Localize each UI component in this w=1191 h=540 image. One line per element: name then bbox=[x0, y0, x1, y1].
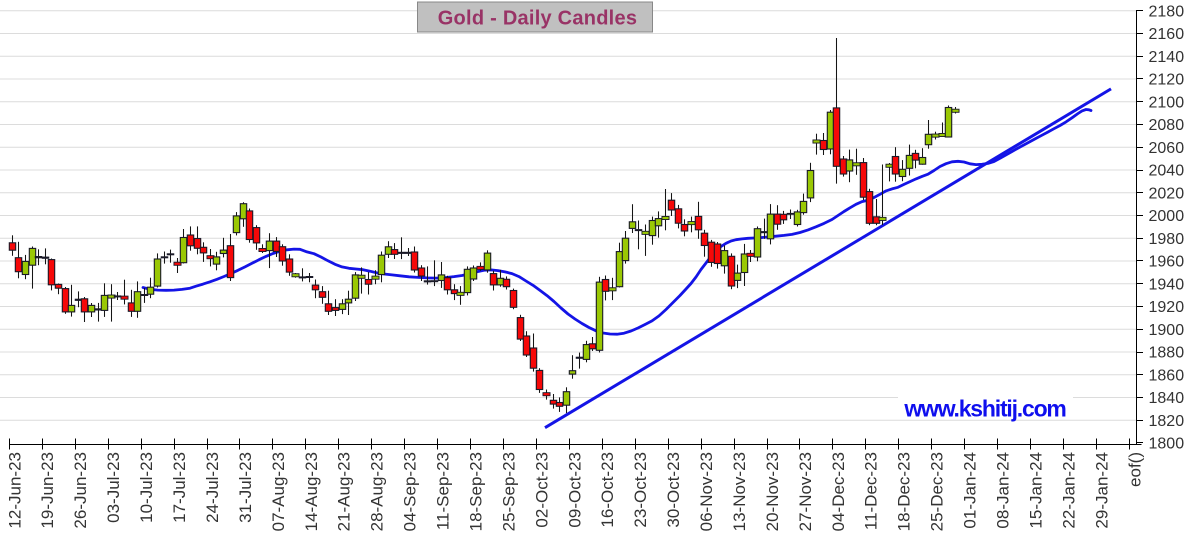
svg-text:01-Jan-24: 01-Jan-24 bbox=[961, 452, 980, 529]
svg-text:25-Sep-23: 25-Sep-23 bbox=[499, 452, 518, 531]
svg-text:09-Oct-23: 09-Oct-23 bbox=[565, 452, 584, 528]
svg-text:18-Sep-23: 18-Sep-23 bbox=[467, 452, 486, 531]
svg-text:11-Dec-23: 11-Dec-23 bbox=[862, 452, 881, 530]
svg-text:14-Aug-23: 14-Aug-23 bbox=[302, 452, 321, 531]
svg-text:1820: 1820 bbox=[1149, 413, 1185, 430]
svg-text:03-Jul-23: 03-Jul-23 bbox=[104, 452, 123, 523]
svg-text:eof(): eof() bbox=[1125, 452, 1144, 487]
svg-text:1960: 1960 bbox=[1149, 254, 1185, 271]
svg-text:04-Sep-23: 04-Sep-23 bbox=[401, 452, 420, 531]
svg-text:2100: 2100 bbox=[1149, 94, 1185, 111]
svg-text:12-Jun-23: 12-Jun-23 bbox=[5, 452, 24, 529]
svg-text:2060: 2060 bbox=[1149, 140, 1185, 157]
svg-text:17-Jul-23: 17-Jul-23 bbox=[170, 452, 189, 523]
svg-text:www.kshitij.com: www.kshitij.com bbox=[903, 396, 1066, 422]
svg-text:1840: 1840 bbox=[1149, 390, 1185, 407]
svg-text:Gold - Daily Candles: Gold - Daily Candles bbox=[438, 8, 637, 30]
svg-text:20-Nov-23: 20-Nov-23 bbox=[763, 452, 782, 531]
svg-text:31-Jul-23: 31-Jul-23 bbox=[236, 452, 255, 523]
svg-text:08-Jan-24: 08-Jan-24 bbox=[994, 452, 1013, 529]
svg-text:27-Nov-23: 27-Nov-23 bbox=[796, 452, 815, 531]
svg-text:29-Jan-24: 29-Jan-24 bbox=[1092, 452, 1111, 529]
svg-text:30-Oct-23: 30-Oct-23 bbox=[664, 452, 683, 528]
svg-text:16-Oct-23: 16-Oct-23 bbox=[598, 452, 617, 528]
svg-text:10-Jul-23: 10-Jul-23 bbox=[137, 452, 156, 523]
svg-text:1920: 1920 bbox=[1149, 299, 1185, 316]
svg-text:02-Oct-23: 02-Oct-23 bbox=[532, 452, 551, 528]
svg-text:2120: 2120 bbox=[1149, 72, 1185, 89]
svg-text:04-Dec-23: 04-Dec-23 bbox=[829, 452, 848, 531]
svg-text:1800: 1800 bbox=[1149, 436, 1185, 453]
svg-text:23-Oct-23: 23-Oct-23 bbox=[631, 452, 650, 528]
svg-text:06-Nov-23: 06-Nov-23 bbox=[697, 452, 716, 531]
svg-text:2040: 2040 bbox=[1149, 163, 1185, 180]
svg-text:15-Jan-24: 15-Jan-24 bbox=[1026, 452, 1045, 529]
svg-text:2160: 2160 bbox=[1149, 26, 1185, 43]
svg-text:2180: 2180 bbox=[1149, 3, 1185, 20]
svg-text:1860: 1860 bbox=[1149, 367, 1185, 384]
svg-text:2020: 2020 bbox=[1149, 185, 1185, 202]
svg-text:1980: 1980 bbox=[1149, 231, 1185, 248]
svg-text:1900: 1900 bbox=[1149, 322, 1185, 339]
svg-text:22-Jan-24: 22-Jan-24 bbox=[1059, 452, 1078, 529]
svg-text:2140: 2140 bbox=[1149, 49, 1185, 66]
svg-text:24-Jul-23: 24-Jul-23 bbox=[203, 452, 222, 523]
svg-text:1940: 1940 bbox=[1149, 276, 1185, 293]
svg-text:13-Nov-23: 13-Nov-23 bbox=[730, 452, 749, 531]
svg-text:28-Aug-23: 28-Aug-23 bbox=[368, 452, 387, 531]
svg-text:2000: 2000 bbox=[1149, 208, 1185, 225]
svg-text:07-Aug-23: 07-Aug-23 bbox=[269, 452, 288, 531]
svg-text:1880: 1880 bbox=[1149, 345, 1185, 362]
svg-text:18-Dec-23: 18-Dec-23 bbox=[895, 452, 914, 531]
svg-text:25-Dec-23: 25-Dec-23 bbox=[928, 452, 947, 531]
svg-text:2080: 2080 bbox=[1149, 117, 1185, 134]
svg-text:21-Aug-23: 21-Aug-23 bbox=[335, 452, 354, 531]
svg-text:11-Sep-23: 11-Sep-23 bbox=[434, 452, 453, 530]
svg-text:26-Jun-23: 26-Jun-23 bbox=[71, 452, 90, 529]
svg-text:19-Jun-23: 19-Jun-23 bbox=[38, 452, 57, 529]
